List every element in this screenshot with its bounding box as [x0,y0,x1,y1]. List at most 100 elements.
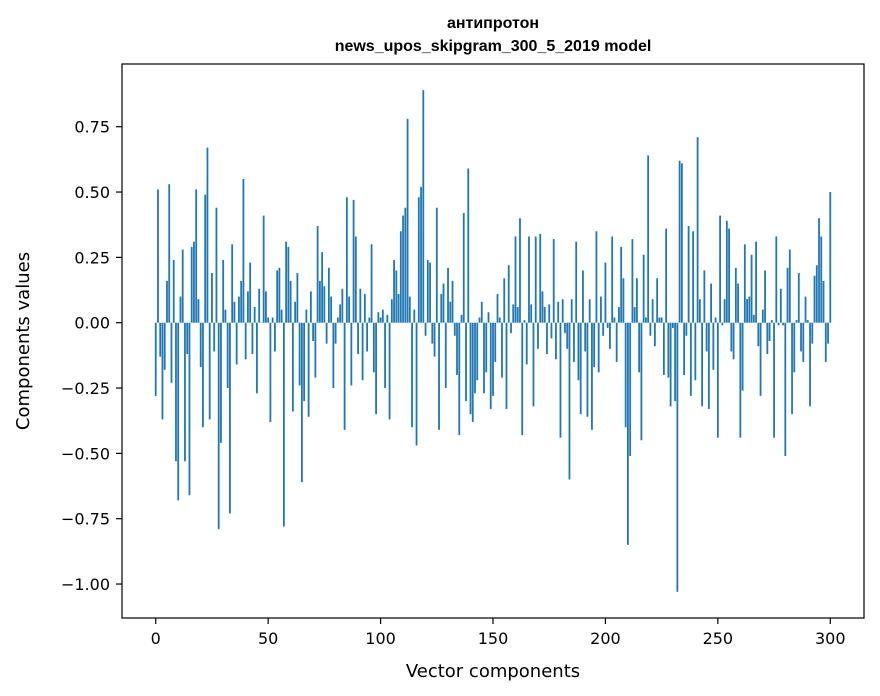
bar [770,320,773,323]
bar [725,220,728,323]
bar [354,236,357,323]
bar [829,192,832,323]
bar [262,215,265,323]
bar [496,293,499,323]
bar [528,236,530,323]
bar [818,218,820,323]
bar [451,280,454,323]
bar [609,322,611,349]
bar [426,259,429,323]
bar [166,280,168,323]
bar [179,296,182,323]
bar [779,288,782,323]
bar [415,322,418,446]
bar [350,322,353,386]
bar [734,267,737,323]
bar [208,322,211,420]
bar [701,322,704,407]
bar [786,267,789,323]
bar-series [154,90,832,592]
bar [712,322,715,370]
bar [370,244,373,323]
bar [458,322,461,436]
bar [696,137,699,323]
bar [811,322,814,344]
bar [303,322,306,402]
x-tick-label: 250 [703,629,734,648]
bar [220,322,222,443]
bar [489,322,492,409]
bar [615,322,618,362]
bar [359,288,362,323]
bar [620,246,623,323]
bar [494,322,497,362]
bar [177,322,180,501]
bar [395,270,398,323]
bar [537,322,539,349]
bar [240,280,243,323]
bar [602,322,605,336]
bar [746,299,748,323]
bar [330,296,333,323]
x-tick-label: 150 [478,629,509,648]
bar [175,322,177,462]
bar [251,322,254,355]
bar [694,322,697,381]
bar [300,322,303,483]
bar [689,322,692,396]
bar [559,322,562,438]
bar [728,228,730,323]
bar [680,163,683,323]
bar [674,322,677,402]
bar [402,215,404,323]
bar [456,322,458,375]
bar [181,249,184,323]
bar [267,317,270,323]
bar [231,244,234,323]
bar [381,309,384,323]
bar [653,322,656,347]
bar [265,291,267,323]
bar [222,259,225,323]
bar [318,280,321,323]
bar [669,322,672,407]
bar [323,286,326,323]
bar [163,322,166,370]
bar [352,199,355,323]
bar [462,212,465,323]
bar [806,320,809,323]
bar [478,317,481,323]
bar [516,307,519,323]
bar [211,273,213,323]
bar [514,236,517,323]
bar [761,309,764,323]
bar [638,322,641,373]
bar [469,322,472,415]
bar [406,118,409,323]
bar [278,267,281,323]
bar [597,322,600,373]
bar [768,322,771,341]
bar [276,270,279,323]
y-tick-label: 0.00 [74,314,110,333]
bar [377,312,380,323]
bar [213,322,216,352]
bar [449,301,452,323]
bar [424,322,427,336]
bar [532,322,535,407]
bar [595,231,598,323]
bar [566,322,569,349]
y-tick-label: 0.50 [74,183,110,202]
bar [413,309,416,323]
bar [503,278,506,323]
bar [184,322,186,462]
bar [420,186,422,323]
bar [386,314,389,323]
bar [168,184,171,323]
bar [748,296,751,323]
bar [195,189,198,323]
bar [390,299,393,323]
bar [730,322,733,352]
bar [485,322,488,373]
bar [822,280,825,323]
